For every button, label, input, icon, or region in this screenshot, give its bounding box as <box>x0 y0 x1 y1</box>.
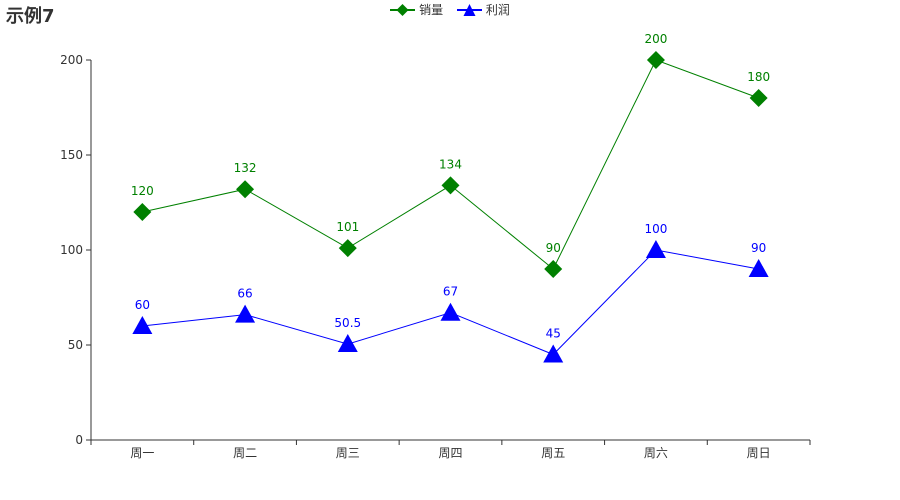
data-point-diamond <box>338 239 357 258</box>
legend-label-profit: 利润 <box>485 3 510 17</box>
data-label: 90 <box>751 241 766 255</box>
diamond-icon <box>390 3 416 16</box>
triangle-icon <box>456 3 482 16</box>
legend-item-sales[interactable]: 销量 <box>390 1 443 18</box>
data-point-triangle <box>337 334 358 353</box>
legend: 销量 利润 <box>0 1 900 20</box>
data-label: 132 <box>234 161 257 175</box>
y-tick-label: 100 <box>60 243 83 257</box>
data-label: 60 <box>135 298 150 312</box>
data-point-triangle <box>235 304 256 323</box>
data-label: 50.5 <box>334 316 361 330</box>
x-tick-label: 周二 <box>233 446 257 460</box>
data-label: 100 <box>644 222 667 236</box>
data-point-diamond <box>236 180 255 199</box>
x-tick-label: 周一 <box>130 446 154 460</box>
data-label: 90 <box>546 241 561 255</box>
data-label: 200 <box>644 32 667 46</box>
y-tick-label: 0 <box>75 433 83 447</box>
x-tick-label: 周日 <box>747 446 771 460</box>
data-label: 45 <box>546 327 561 341</box>
data-label: 67 <box>443 285 458 299</box>
y-tick-label: 150 <box>60 148 83 162</box>
data-label: 180 <box>747 70 770 84</box>
x-tick-label: 周三 <box>336 446 360 460</box>
data-label: 120 <box>131 184 154 198</box>
data-point-diamond <box>133 203 152 221</box>
chart-title: 示例7 <box>6 6 55 27</box>
y-tick-label: 50 <box>68 338 83 352</box>
data-point-triangle <box>748 259 769 277</box>
x-tick-label: 周四 <box>438 446 462 460</box>
data-point-diamond <box>646 51 665 69</box>
legend-label-sales: 销量 <box>419 3 444 17</box>
data-point-diamond <box>441 176 460 195</box>
data-point-triangle <box>543 344 564 363</box>
data-label: 66 <box>237 287 252 301</box>
x-tick-label: 周六 <box>644 446 668 460</box>
data-point-triangle <box>132 316 153 334</box>
data-label: 134 <box>439 157 462 171</box>
y-tick-label: 200 <box>60 53 83 67</box>
legend-item-profit[interactable]: 利润 <box>456 1 510 18</box>
x-tick-label: 周五 <box>541 446 565 460</box>
data-point-triangle <box>440 302 461 321</box>
data-point-diamond <box>544 260 563 278</box>
series-line-2 <box>142 249 759 356</box>
data-label: 101 <box>336 220 359 234</box>
data-point-triangle <box>645 240 666 258</box>
data-point-diamond <box>749 89 768 107</box>
